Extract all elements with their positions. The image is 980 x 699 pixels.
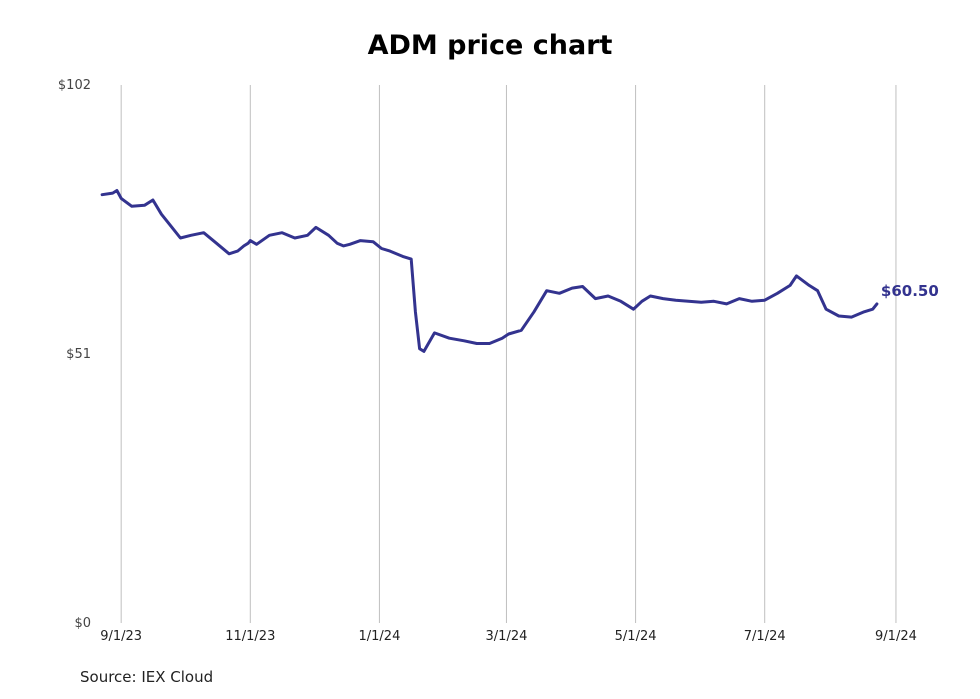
- x-tick-label: 11/1/23: [225, 629, 275, 644]
- y-tick-label: $51: [66, 347, 91, 362]
- x-tick-label: 5/1/24: [615, 629, 657, 644]
- source-note: Source: IEX Cloud: [80, 668, 214, 686]
- x-axis-ticks: 9/1/23 11/1/23 1/1/24 3/1/24 5/1/24 7/1/24 9/1…: [100, 629, 917, 644]
- x-tick-label: 9/1/24: [875, 629, 917, 644]
- y-tick-label: $102: [58, 78, 91, 93]
- y-tick-label: $0: [74, 616, 91, 631]
- y-axis-ticks: $102 $51 $0: [58, 78, 91, 631]
- x-tick-label: 7/1/24: [744, 629, 786, 644]
- last-price-label: $60.50: [881, 282, 939, 300]
- x-tick-label: 1/1/24: [359, 629, 401, 644]
- series-layer: $60.50: [100, 189, 939, 353]
- chart-title: ADM price chart: [367, 30, 613, 61]
- x-tick-label: 9/1/23: [100, 629, 142, 644]
- price-line: [100, 189, 879, 353]
- gridlines: [120, 85, 897, 623]
- x-tick-label: 3/1/24: [486, 629, 528, 644]
